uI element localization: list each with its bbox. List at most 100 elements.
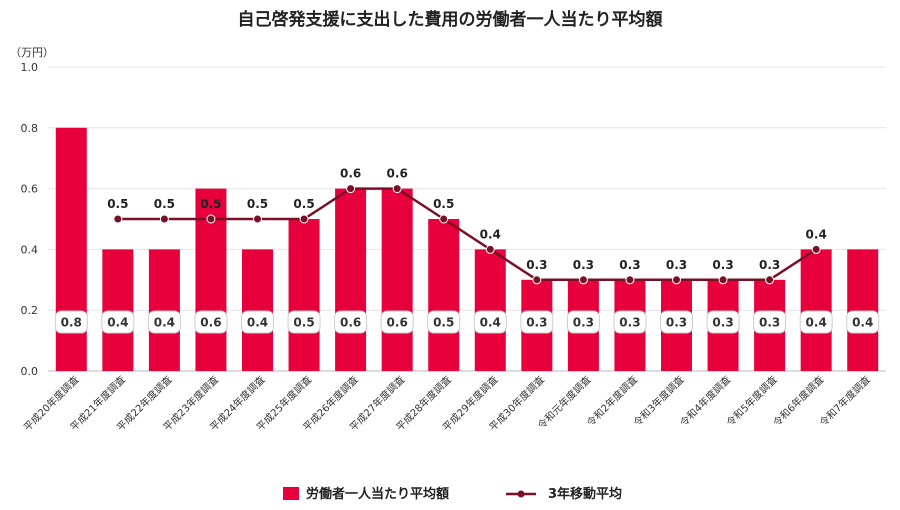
bar-value-box	[753, 310, 787, 334]
legend: 労働者一人当たり平均額 3年移動平均	[283, 486, 622, 502]
bar-value-box	[287, 310, 321, 334]
bar-value-label: 0.5	[433, 316, 454, 330]
moving-average-label: 0.3	[759, 258, 780, 272]
bar-value-box	[427, 310, 461, 334]
moving-average-label: 0.3	[666, 258, 687, 272]
bar-value-label: 0.5	[293, 316, 314, 330]
y-tick-label: 0.8	[21, 122, 39, 135]
y-axis-ticks: 0.0 0.2 0.4 0.6 0.8 1.0	[21, 61, 39, 378]
data-labels: 0.8 0.4 0.4 0.6 0.4 0.5 0.6 0.6 0.5 0.4 0.3 0.3 0.3 0…	[54, 167, 880, 334]
chart-title: 自己啓発支援に支出した費用の労働者一人当たり平均額	[238, 9, 663, 30]
moving-average-point	[672, 275, 681, 285]
bar	[148, 249, 180, 371]
y-tick-label: 1.0	[21, 61, 39, 74]
bar	[474, 249, 506, 371]
legend-swatch-bar	[283, 487, 299, 500]
bar-value-label: 0.6	[200, 316, 221, 330]
legend-label-line: 3年移動平均	[548, 486, 622, 502]
bar-value-box	[334, 310, 368, 334]
bar-value-box	[194, 310, 228, 334]
bar-value-box	[473, 310, 507, 334]
bar-value-label: 0.8	[61, 316, 82, 330]
moving-average-label: 0.3	[619, 258, 640, 272]
bar	[242, 249, 273, 371]
bar-value-label: 0.3	[573, 316, 594, 330]
legend-swatch-marker	[517, 490, 525, 498]
moving-average-point	[206, 214, 216, 224]
moving-average-point	[532, 275, 542, 285]
moving-average-point	[253, 214, 262, 224]
moving-average-line	[117, 187, 817, 282]
bar-value-box	[101, 310, 135, 334]
moving-average-label: 0.4	[806, 227, 827, 241]
bar-value-label: 0.4	[852, 316, 873, 330]
bar-value-box	[846, 310, 880, 334]
moving-average-label: 0.6	[340, 167, 361, 181]
bar	[55, 127, 87, 371]
bar-value-label: 0.6	[340, 316, 361, 330]
moving-average-label: 0.3	[526, 258, 547, 272]
moving-average-point	[392, 184, 402, 194]
bar-value-box	[799, 310, 833, 334]
bar	[800, 249, 832, 371]
bar-value-box	[613, 310, 647, 334]
moving-average-label: 0.5	[247, 197, 268, 211]
moving-average-series	[113, 184, 821, 285]
bar-value-box	[566, 310, 600, 334]
y-tick-label: 0.4	[21, 243, 39, 256]
legend-label-bar: 労働者一人当たり平均額	[306, 486, 449, 502]
moving-average-label: 0.5	[154, 197, 175, 211]
moving-average-label: 0.6	[387, 167, 408, 181]
bar-value-label: 0.4	[247, 316, 268, 330]
bar-value-box	[706, 310, 740, 334]
bar	[381, 188, 413, 371]
moving-average-point	[578, 275, 588, 285]
moving-average-point	[159, 214, 169, 224]
y-axis-unit-label: （万円）	[10, 46, 54, 59]
moving-average-label: 0.5	[107, 197, 128, 211]
moving-average-label: 0.4	[480, 227, 501, 241]
x-axis-ticks: 平成20年度調査平成21年度調査平成22年度調査平成23年度調査平成24年度調査…	[21, 373, 873, 434]
bar-value-box	[520, 310, 554, 334]
bar-value-label: 0.4	[480, 316, 501, 330]
moving-average-point	[485, 244, 495, 254]
bar	[335, 188, 367, 371]
bar-value-label: 0.3	[666, 316, 687, 330]
moving-average-point	[811, 244, 821, 254]
gridlines	[48, 66, 886, 372]
moving-average-label: 0.3	[712, 258, 733, 272]
moving-average-label: 0.3	[573, 258, 594, 272]
bar	[428, 219, 460, 371]
bar	[847, 249, 879, 371]
bar-value-label: 0.3	[526, 316, 547, 330]
bar-value-label: 0.3	[619, 316, 640, 330]
moving-average-point	[718, 275, 728, 285]
bar-value-label: 0.3	[759, 316, 780, 330]
bar-value-box	[660, 310, 693, 334]
bar-series	[55, 127, 879, 371]
bar-value-box	[241, 310, 274, 334]
moving-average-point	[346, 184, 356, 194]
bar-value-label: 0.4	[107, 316, 128, 330]
y-tick-label: 0.0	[21, 365, 39, 378]
moving-average-point	[439, 214, 449, 224]
bar-value-box	[147, 310, 181, 334]
bar-value-box	[380, 310, 414, 334]
bar-value-box	[54, 310, 88, 334]
moving-average-point	[765, 275, 775, 285]
bar	[102, 249, 134, 371]
moving-average-point	[625, 275, 635, 285]
moving-average-label: 0.5	[433, 197, 454, 211]
y-tick-label: 0.2	[21, 304, 39, 317]
moving-average-label: 0.5	[293, 197, 314, 211]
y-tick-label: 0.6	[21, 183, 39, 196]
bar-value-label: 0.3	[712, 316, 733, 330]
bar	[288, 219, 320, 371]
moving-average-label: 0.5	[200, 197, 221, 211]
moving-average-point	[299, 214, 309, 224]
bar-value-label: 0.4	[806, 316, 827, 330]
bar-value-label: 0.6	[387, 316, 408, 330]
bar-value-label: 0.4	[154, 316, 175, 330]
